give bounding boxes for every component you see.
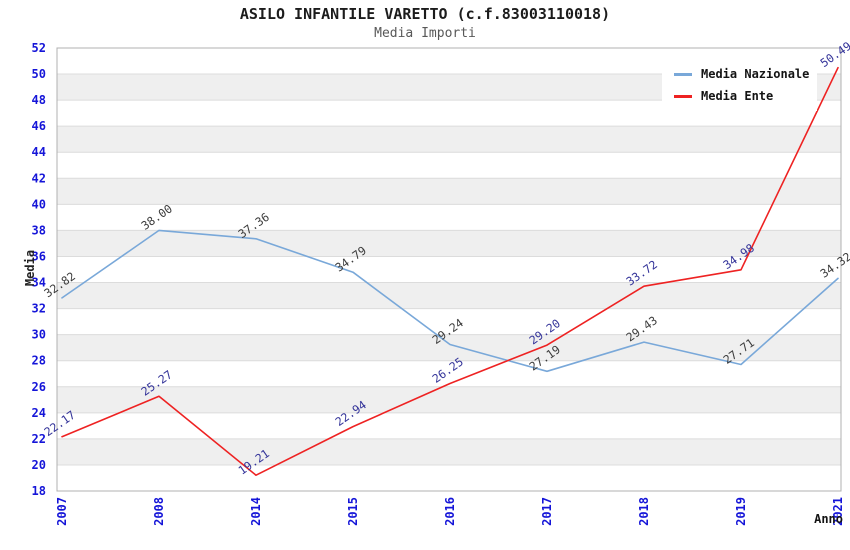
y-tick-label: 32 [32, 302, 46, 316]
x-axis-title: Anno [814, 512, 843, 526]
chart-title: ASILO INFANTILE VARETTO (c.f.83003110018… [239, 5, 611, 23]
y-tick-label: 20 [32, 458, 46, 472]
y-tick-label: 38 [32, 223, 46, 237]
data-point-label: 50.49 [818, 39, 850, 70]
y-tick-label: 26 [32, 380, 46, 394]
grid-band [57, 126, 841, 153]
x-tick-label: 2014 [249, 497, 263, 526]
y-tick-label: 30 [32, 328, 46, 342]
grid-band [57, 334, 841, 361]
y-tick-label: 40 [32, 197, 46, 211]
y-axis-title: Media [23, 249, 37, 287]
x-tick-label: 2016 [443, 497, 457, 526]
legend-swatch-line-icon [674, 72, 692, 76]
x-tick-label: 2018 [637, 497, 651, 526]
x-tick-label: 2008 [152, 497, 166, 526]
x-tick-label: 2019 [734, 497, 748, 526]
grid-band [57, 438, 841, 465]
x-tick-label: 2015 [346, 497, 360, 526]
legend-item-media-nazionale: Media Nazionale [674, 63, 809, 85]
y-tick-label: 42 [32, 171, 46, 185]
chart-subtitle: Media Importi [374, 26, 476, 41]
y-tick-label: 24 [32, 406, 46, 420]
x-tick-label: 2007 [55, 497, 69, 526]
y-tick-label: 34 [32, 276, 46, 290]
x-tick-label: 2017 [540, 497, 554, 526]
grid-band [57, 178, 841, 205]
legend-label: Media Nazionale [701, 67, 810, 81]
y-tick-label: 48 [32, 93, 46, 107]
chart-legend: Media Nazionale Media Ente [662, 59, 818, 111]
y-tick-label: 44 [32, 145, 46, 159]
grid-band [57, 282, 841, 309]
y-tick-label: 22 [32, 432, 46, 446]
y-tick-label: 50 [32, 67, 46, 81]
y-tick-label: 18 [32, 484, 46, 498]
x-tick-label: 2021 [831, 497, 845, 526]
y-tick-label: 28 [32, 354, 46, 368]
y-tick-label: 46 [32, 119, 46, 133]
grid-band [57, 386, 841, 413]
grid-band [57, 230, 841, 257]
series-line-media-nazionale [61, 229, 839, 373]
legend-label: Media Ente [701, 89, 774, 103]
data-point-label: 38.00 [139, 201, 175, 232]
series-line-media-ente [61, 66, 839, 477]
plot-border [56, 47, 842, 492]
legend-item-media-ente: Media Ente [674, 85, 809, 107]
legend-swatch-line-icon [674, 94, 692, 98]
y-tick-label: 36 [32, 249, 46, 263]
y-tick-label: 52 [32, 41, 46, 55]
